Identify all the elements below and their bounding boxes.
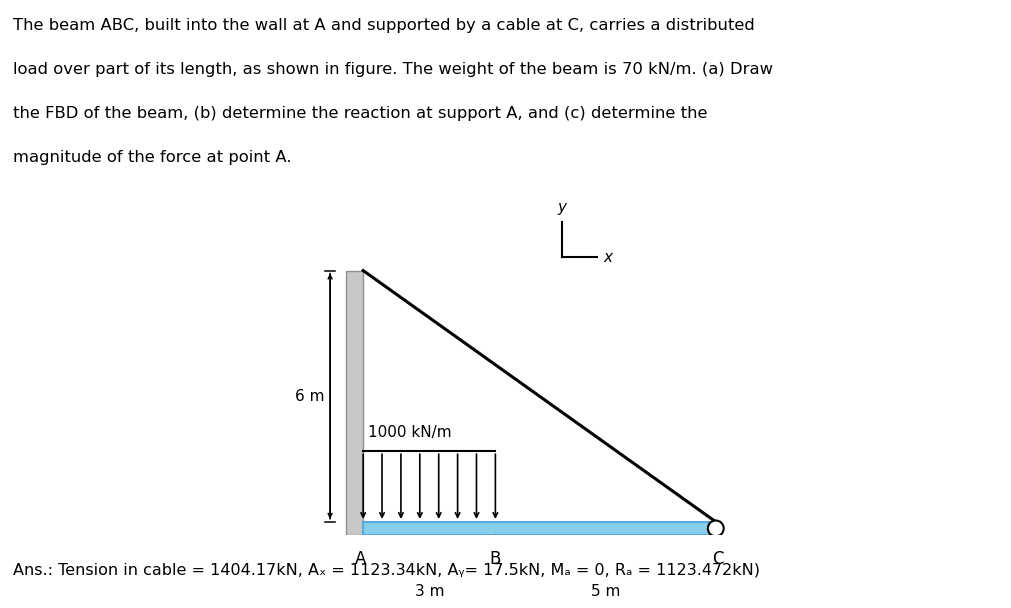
- Text: 6 m: 6 m: [295, 389, 325, 404]
- Text: 1000 kN/m: 1000 kN/m: [367, 425, 451, 440]
- Text: Ans.: Tension in cable = 1404.17kN, Aₓ = 1123.34kN, Aᵧ= 17.5kN, Mₐ = 0, Rₐ = 112: Ans.: Tension in cable = 1404.17kN, Aₓ =…: [13, 562, 759, 578]
- Text: x: x: [603, 250, 612, 265]
- Text: A: A: [355, 550, 366, 568]
- Text: 5 m: 5 m: [590, 584, 620, 598]
- Text: the FBD of the beam, (b) determine the reaction at support A, and (c) determine : the FBD of the beam, (b) determine the r…: [13, 106, 707, 121]
- Circle shape: [707, 520, 723, 536]
- Bar: [345, 271, 363, 535]
- Text: C: C: [712, 550, 723, 568]
- Text: B: B: [489, 550, 500, 568]
- Bar: [363, 522, 715, 535]
- Text: magnitude of the force at point A.: magnitude of the force at point A.: [13, 150, 291, 165]
- Text: y: y: [556, 201, 565, 215]
- Text: load over part of its length, as shown in figure. The weight of the beam is 70 k: load over part of its length, as shown i…: [13, 62, 772, 77]
- Text: The beam ABC, built into the wall at A and supported by a cable at C, carries a : The beam ABC, built into the wall at A a…: [13, 18, 754, 33]
- Text: 3 m: 3 m: [415, 584, 444, 598]
